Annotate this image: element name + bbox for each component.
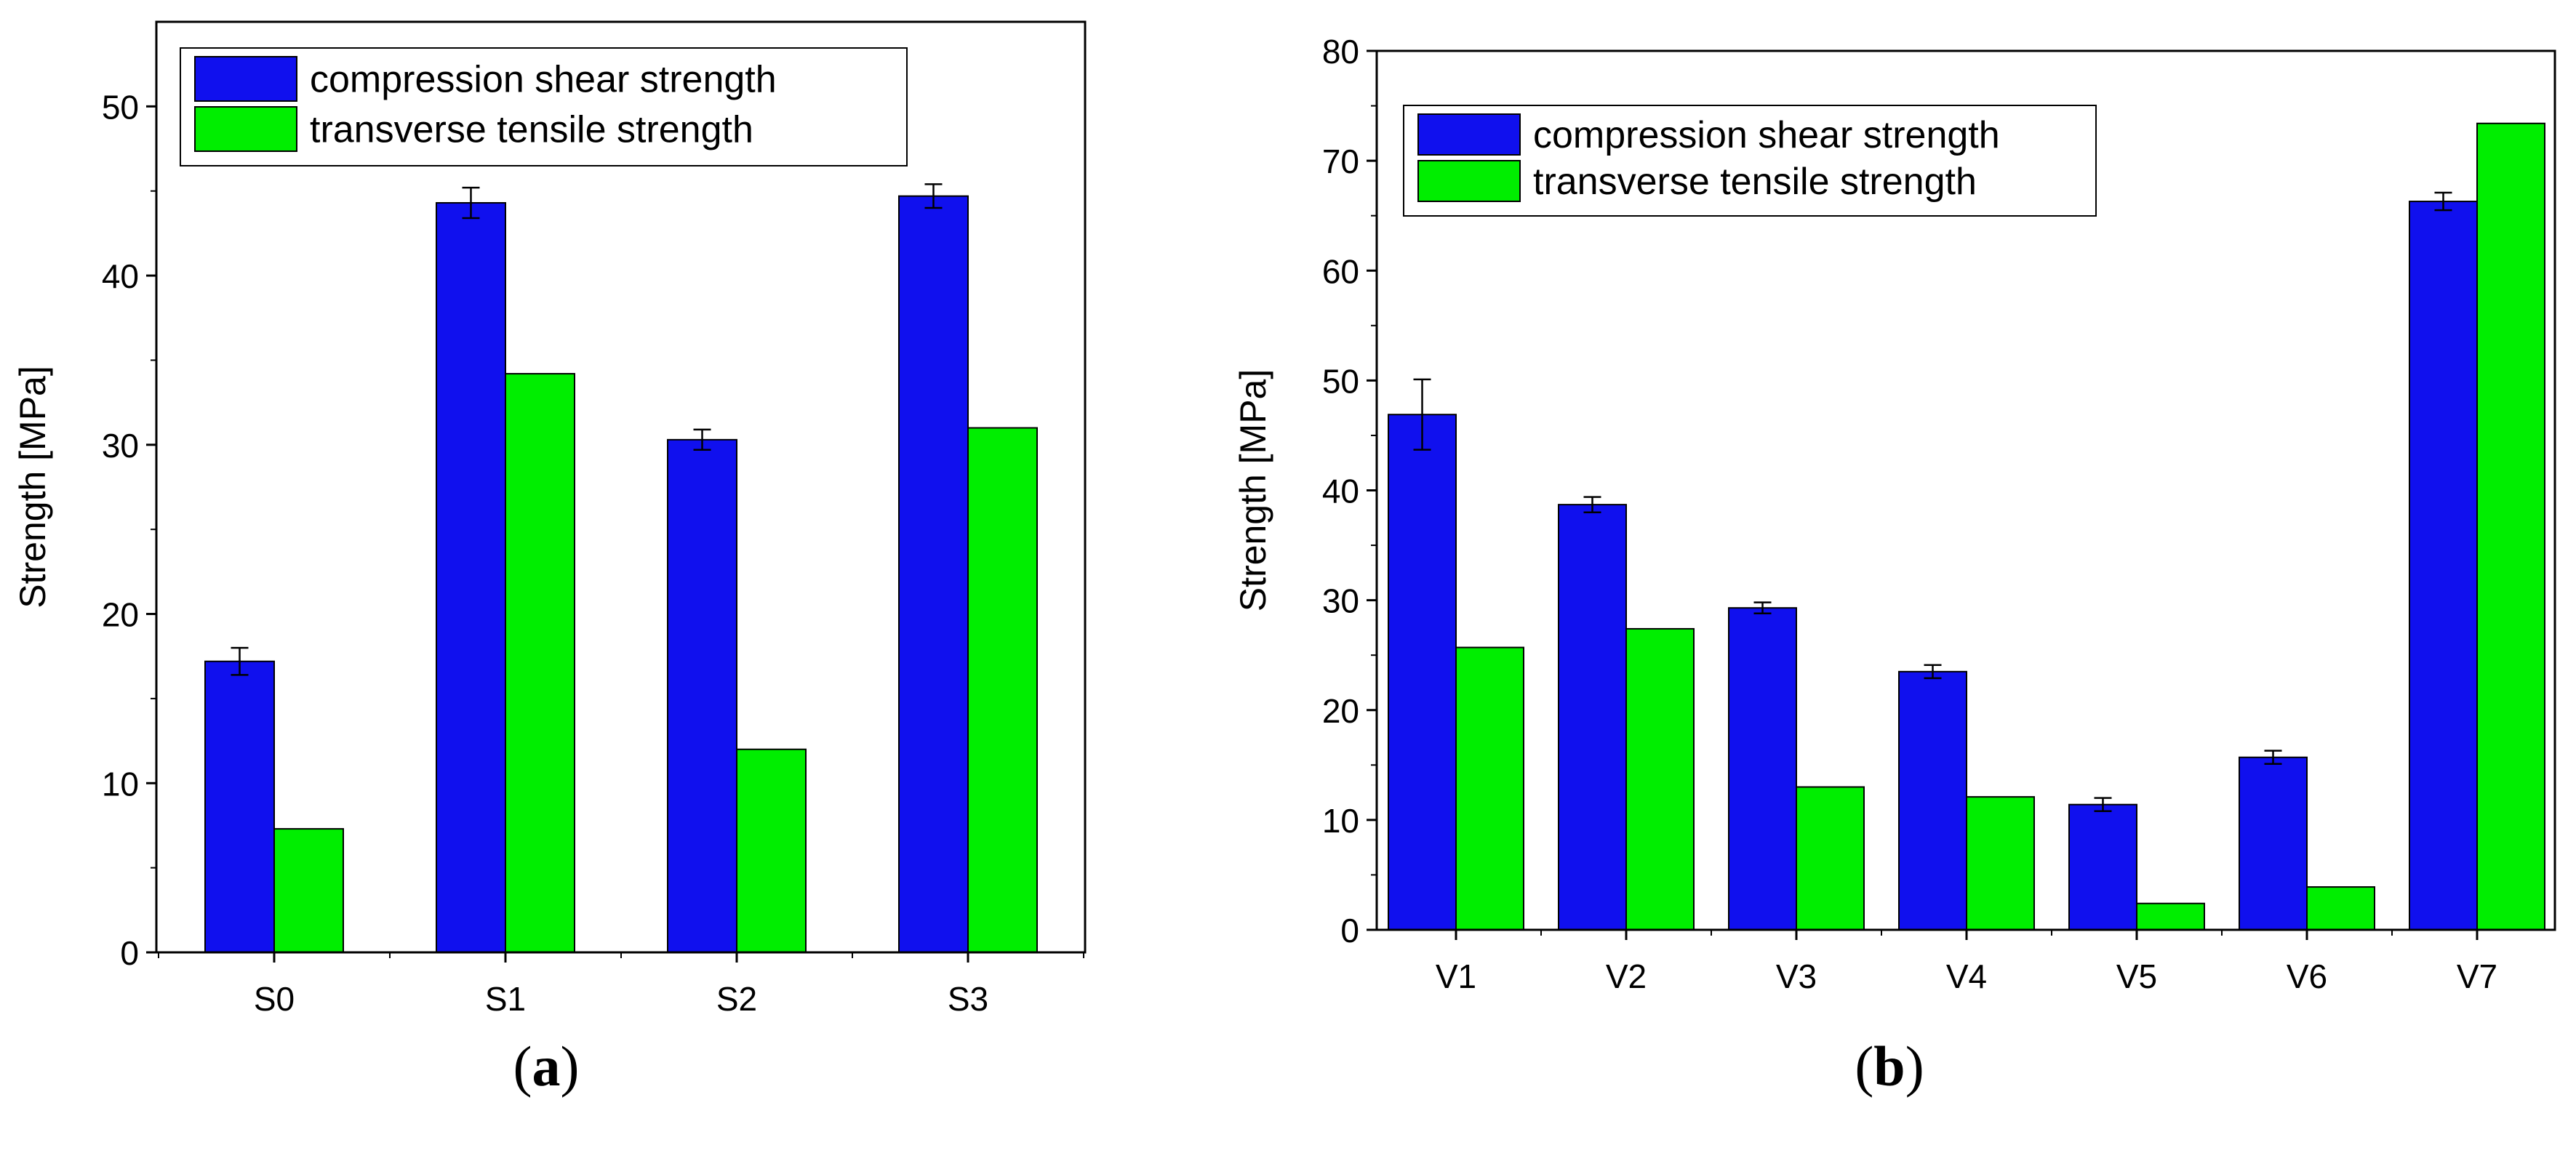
x-tick-label-V2: V2: [1606, 957, 1647, 995]
tensile-bar-S0: [273, 828, 344, 954]
error-bar-S2: [693, 428, 711, 451]
compression-bar-V3: [1728, 607, 1797, 931]
y-tick-label: 40: [1322, 473, 1359, 510]
legend-swatch-tensile: [194, 106, 297, 152]
y-tick-label: 10: [102, 765, 139, 803]
compression-bar-V2: [1558, 504, 1627, 931]
y-tick-label: 10: [1322, 802, 1359, 840]
x-tick-label-S2: S2: [716, 980, 757, 1018]
y-tick-label: 20: [1322, 692, 1359, 730]
compression-bar-S2: [667, 438, 737, 953]
y-tick-label: 30: [102, 427, 139, 465]
compression-bar-S0: [204, 660, 275, 954]
legend-label-compression: compression shear strength: [310, 59, 777, 101]
legend-swatch-compression: [1417, 113, 1521, 156]
y-tick-label: 40: [102, 257, 139, 295]
x-tick-label-S3: S3: [948, 980, 988, 1018]
y-tick-label: 0: [1340, 912, 1359, 949]
tensile-bar-V7: [2476, 122, 2545, 931]
y-tick-label: 60: [1322, 252, 1359, 290]
legend-swatch-compression: [194, 56, 297, 102]
y-tick-label: 50: [1322, 362, 1359, 400]
tensile-bar-V2: [1625, 627, 1695, 931]
tensile-bar-V1: [1455, 646, 1524, 931]
tensile-bar-S3: [967, 427, 1038, 953]
y-tick-label: 20: [102, 596, 139, 634]
y-tick-label: 0: [120, 934, 139, 972]
compression-bar-V4: [1898, 670, 1967, 931]
legend-label-tensile: transverse tensile strength: [1533, 161, 1977, 203]
x-tick-label-V6: V6: [2287, 957, 2327, 995]
chart-panel-b: 0 10 20 30 40 50 60 70 80 V1 V2 V3 V4 V5 V6 V7 Strength …: [1233, 33, 2556, 1098]
error-bar-V2: [1583, 496, 1601, 513]
error-bar-V7: [2434, 191, 2452, 212]
y-tick-label: 70: [1322, 142, 1359, 180]
x-tick-label-V4: V4: [1946, 957, 1987, 995]
legend-box: [180, 47, 908, 166]
panel-label-b: (b): [1855, 1035, 1924, 1098]
legend: compression shear strength transverse ten…: [1403, 105, 2097, 217]
legend-label-compression: compression shear strength: [1533, 114, 2000, 156]
tensile-bar-S2: [736, 748, 807, 954]
tensile-bar-V5: [2136, 902, 2205, 931]
x-tick-label-S0: S0: [254, 980, 295, 1018]
panel-label-a: (a): [513, 1035, 580, 1098]
tensile-bar-V6: [2306, 886, 2375, 931]
x-tick-label-V7: V7: [2457, 957, 2497, 995]
error-bar-S3: [924, 183, 943, 209]
x-tick-label-S1: S1: [485, 980, 526, 1018]
y-tick-label: 30: [1322, 582, 1359, 620]
tensile-bar-S1: [505, 373, 575, 953]
compression-bar-V1: [1388, 414, 1457, 931]
error-bar-V5: [2094, 797, 2112, 813]
legend: compression shear strength transverse ten…: [180, 47, 908, 166]
compression-bar-S1: [436, 202, 506, 953]
y-axis-label: Strength [MPa]: [1233, 369, 1273, 612]
y-axis-label: Strength [MPa]: [12, 366, 53, 608]
error-bar-V1: [1413, 378, 1431, 451]
error-bar-S0: [231, 646, 249, 676]
error-bar-V3: [1753, 601, 1772, 615]
tensile-bar-V3: [1796, 786, 1865, 931]
y-tick-label: 80: [1322, 33, 1359, 71]
compression-bar-V7: [2409, 201, 2478, 931]
x-tick-label-V3: V3: [1776, 957, 1817, 995]
legend-label-tensile: transverse tensile strength: [310, 109, 753, 151]
x-tick-label-V1: V1: [1436, 957, 1476, 995]
compression-bar-V5: [2068, 803, 2137, 931]
compression-bar-V6: [2239, 756, 2308, 931]
compression-bar-S3: [898, 195, 969, 953]
x-tick-label-V5: V5: [2116, 957, 2157, 995]
y-tick-label: 50: [102, 88, 139, 126]
chart-panel-a: 0 10 20 30 40 50 S0 S1 S2 S3 Strength [MPa] compres…: [12, 20, 1087, 1098]
tensile-bar-V4: [1966, 796, 2035, 931]
error-bar-S1: [462, 186, 480, 220]
error-bar-V6: [2264, 750, 2282, 766]
error-bar-V4: [1924, 664, 1942, 680]
legend-swatch-tensile: [1417, 160, 1521, 202]
